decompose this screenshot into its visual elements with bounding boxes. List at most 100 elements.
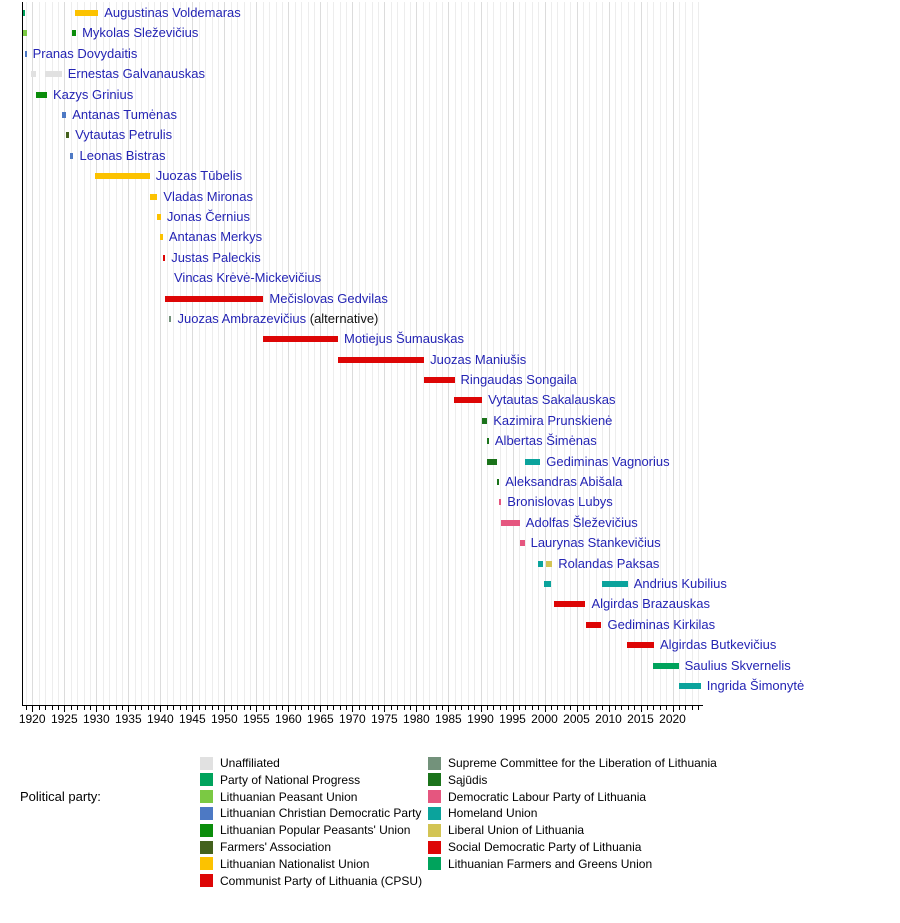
pm-name-label: Antanas Merkys — [169, 229, 262, 245]
gridline — [512, 2, 514, 705]
gridline — [691, 2, 693, 705]
gridline — [230, 2, 232, 705]
gridline — [141, 2, 143, 705]
legend-swatch-liberal — [428, 823, 441, 837]
axis-minor-tick — [685, 706, 687, 710]
gridline — [275, 2, 277, 705]
term-bar-sajudis — [487, 458, 497, 465]
gridline — [602, 2, 604, 705]
pm-name: Vladas Mironas — [163, 188, 253, 204]
pm-name: Andrius Kubilius — [633, 575, 727, 591]
term-bar-sajudis — [486, 438, 489, 445]
gridline — [314, 2, 315, 705]
axis-minor-tick — [307, 706, 309, 710]
gridline — [365, 2, 367, 705]
pm-name: Ingrida Šimonytė — [706, 677, 805, 693]
gridline — [454, 2, 456, 705]
pm-name: Adolfas Šleževičius — [525, 514, 638, 530]
axis-minor-tick — [217, 706, 219, 710]
gridline — [538, 2, 540, 705]
pm-name-label: Albertas Šimėnas — [495, 433, 597, 449]
gridline — [525, 2, 527, 705]
axis-minor-tick — [563, 706, 565, 710]
gridline — [448, 2, 450, 705]
axis-major-tick — [672, 706, 674, 712]
axis-minor-tick — [358, 706, 360, 710]
pm-name-label: Gediminas Kirkilas — [608, 617, 716, 633]
axis-major-tick — [224, 706, 226, 712]
axis-minor-tick — [365, 706, 367, 710]
axis-tick-label: 1950 — [210, 712, 238, 726]
axis-major-tick — [416, 706, 418, 712]
gridline — [646, 2, 648, 705]
axis-tick-label: 1920 — [18, 712, 46, 726]
axis-minor-tick — [538, 706, 540, 710]
gridline — [614, 2, 616, 705]
axis-major-tick — [320, 706, 322, 712]
gridline — [403, 2, 405, 705]
gridline — [301, 2, 303, 705]
axis-minor-tick — [499, 706, 501, 710]
pm-name: Bronislovas Lubys — [507, 494, 613, 510]
axis-minor-tick — [678, 706, 680, 710]
axis-minor-tick — [467, 706, 469, 710]
gridline — [416, 2, 418, 705]
gridline — [70, 2, 72, 705]
term-bar-sdp — [627, 642, 654, 649]
axis-minor-tick — [698, 706, 700, 710]
axis-minor-tick — [45, 706, 47, 710]
term-bar-lcdp — [69, 152, 74, 159]
legend-label-scll: Supreme Committee for the Liberation of … — [448, 756, 717, 770]
gridline — [32, 2, 34, 705]
axis-minor-tick — [486, 706, 488, 710]
axis-minor-tick — [51, 706, 53, 710]
term-bar-scll — [168, 315, 172, 322]
term-bar-lnu — [157, 213, 161, 220]
axis-minor-tick — [243, 706, 245, 710]
axis-major-tick — [608, 706, 610, 712]
gridline — [217, 2, 219, 705]
axis-minor-tick — [371, 706, 373, 710]
gridline — [173, 2, 175, 705]
legend-label-lnu: Lithuanian Nationalist Union — [220, 856, 370, 871]
axis-tick-label: 1970 — [339, 712, 366, 726]
pm-name-label: Ernestas Galvanauskas — [68, 66, 205, 82]
axis-minor-tick — [595, 706, 597, 710]
term-bar-cpl — [263, 336, 338, 343]
axis-tick-label: 1940 — [146, 712, 174, 726]
term-bar-homeland — [602, 580, 628, 587]
axis-minor-tick — [589, 706, 591, 710]
gridline — [589, 2, 591, 705]
axis-tick-label: 1980 — [403, 712, 430, 726]
axis-minor-tick — [493, 706, 495, 710]
legend-swatch-farmers_greens — [428, 857, 441, 871]
axis-minor-tick — [275, 706, 277, 710]
axis-minor-tick — [262, 706, 264, 710]
pm-name-label: Leonas Bistras — [80, 148, 166, 164]
axis-minor-tick — [70, 706, 72, 710]
axis-tick-label: 2005 — [563, 712, 590, 726]
gridline — [506, 2, 508, 705]
axis-minor-tick — [314, 706, 315, 710]
axis-major-tick — [448, 706, 450, 712]
term-bar-sajudis — [481, 417, 488, 424]
axis-major-tick — [352, 706, 354, 712]
axis-minor-tick — [614, 706, 616, 710]
gridline — [518, 2, 520, 705]
legend-label-sdp: Social Democratic Party of Lithuania — [448, 840, 642, 854]
term-bar-dlp — [519, 540, 525, 547]
axis-minor-tick — [153, 706, 155, 710]
pm-name: Aleksandras Abišala — [505, 474, 623, 489]
gridline — [550, 2, 552, 705]
pm-name-label: Pranas Dovydaitis — [33, 46, 138, 62]
gridline — [243, 2, 245, 705]
gridline — [563, 2, 565, 705]
axis-minor-tick — [301, 706, 303, 710]
term-bar-cpl — [164, 295, 264, 302]
pm-name: Juozas Maniušis — [430, 351, 527, 367]
gridline — [192, 2, 194, 705]
gridline — [480, 2, 482, 705]
gridline — [672, 2, 674, 705]
gridline — [544, 2, 546, 705]
gridline — [627, 2, 629, 705]
